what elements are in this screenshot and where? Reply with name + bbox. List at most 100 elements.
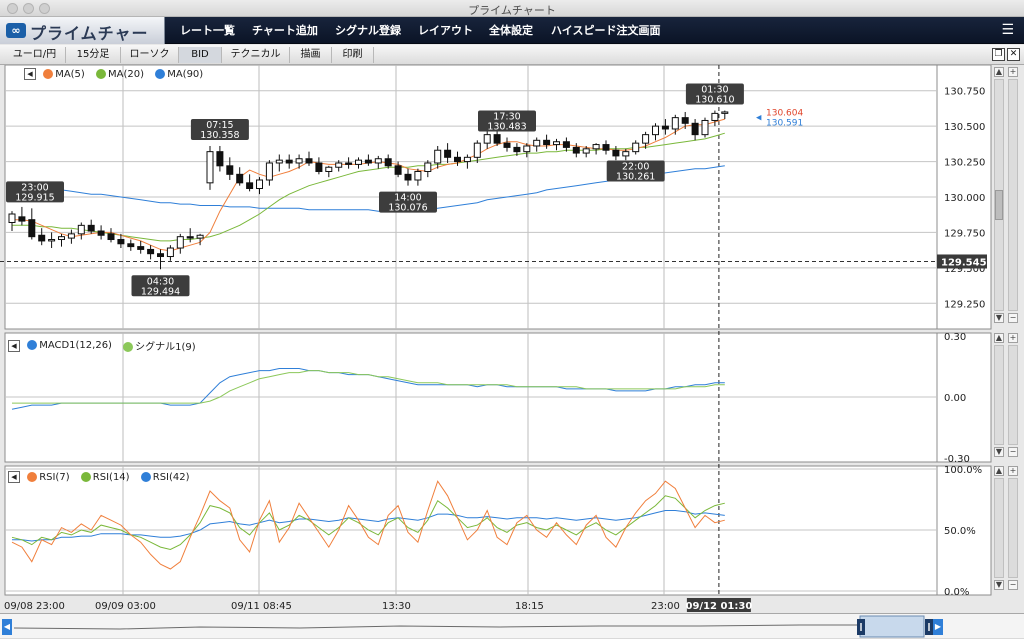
macd-scroll-down-button[interactable]: ▼ (994, 447, 1004, 457)
macd-axis-label: 0.00 (944, 393, 966, 404)
macd-axis-label: 0.30 (944, 332, 966, 343)
rsi7-color-dot (27, 471, 38, 482)
candle-body (721, 111, 729, 114)
macd-zoom-track[interactable] (1008, 345, 1018, 445)
candle-body (355, 159, 362, 165)
candle-body (147, 248, 155, 255)
collapse-macd-legend-icon[interactable]: ◀ (8, 339, 20, 352)
price-zoom-in-button[interactable]: + (1008, 67, 1018, 77)
rsi-zoom-track[interactable] (1008, 478, 1018, 578)
legend-signal-label: シグナル1(9) (135, 342, 196, 353)
candle-body (374, 158, 382, 164)
legend-macd: MACD1(12,26) (27, 340, 112, 351)
candle-body (18, 216, 26, 222)
nav-global-settings[interactable]: 全体設定 (489, 24, 533, 37)
candle-body (562, 141, 570, 148)
rsi-zoom-in-button[interactable]: + (1008, 466, 1018, 476)
candle-body (157, 253, 164, 258)
rsi-scrollbar[interactable] (994, 478, 1004, 578)
candle-body (463, 156, 471, 163)
price-legend: ◀ MA(5) MA(20) MA(90) (24, 68, 211, 84)
legend-ma20-label: MA(20) (108, 68, 145, 80)
candle-body (28, 219, 36, 238)
candle-body (661, 125, 669, 130)
chart-navigator[interactable]: ◀ ‖ ‖ ▶ (0, 613, 1024, 638)
last-price-marker-icon: ◀ (756, 113, 762, 121)
nav-layout[interactable]: レイアウト (418, 24, 473, 37)
candle-body (117, 239, 125, 245)
price-callout-box (6, 181, 64, 203)
nav-high-speed-order[interactable]: ハイスピード注文画面 (551, 24, 661, 37)
zoom-window-icon[interactable] (39, 3, 50, 14)
nav-add-chart[interactable]: チャート追加 (252, 24, 318, 37)
candle-body (473, 142, 481, 158)
currency-pair-button[interactable]: ユーロ/円 (4, 47, 66, 63)
price-scroll-down-button[interactable]: ▼ (994, 313, 1004, 323)
minimize-window-icon[interactable] (23, 3, 34, 14)
price-zoom-out-button[interactable]: − (1008, 313, 1018, 323)
close-window-icon[interactable] (7, 3, 18, 14)
collapse-rsi-legend-icon[interactable]: ◀ (8, 471, 20, 483)
chart-type-button[interactable]: ローソク (121, 47, 179, 63)
rsi-axis-label: 100.0% (944, 465, 982, 476)
price-callout-box (685, 83, 744, 105)
cursor-time-label: 09/12 01:30 (686, 601, 753, 612)
candle-body (8, 213, 16, 224)
rsi-legend: ◀ RSI(7) RSI(14) RSI(42) (8, 471, 198, 487)
technical-button[interactable]: テクニカル (222, 47, 290, 63)
legend-rsi7: RSI(7) (27, 471, 70, 483)
navigator-range-start-handle[interactable]: ‖ (857, 619, 865, 635)
legend-macd-label: MACD1(12,26) (39, 340, 112, 351)
collapse-legend-icon[interactable]: ◀ (24, 68, 36, 80)
rsi-zoom-out-button[interactable]: − (1008, 580, 1018, 590)
candle-body (137, 246, 145, 250)
navigator-range-end-handle[interactable]: ‖ (925, 619, 933, 635)
price-callout-time: 04:30 (147, 276, 174, 287)
drawing-button[interactable]: 描画 (290, 47, 332, 63)
candle-body (246, 182, 254, 189)
time-axis-label: 18:15 (515, 601, 544, 612)
price-axis-label: 129.500 (944, 264, 985, 275)
rsi42-color-dot (140, 471, 151, 482)
candle-body (424, 162, 432, 172)
candle-body (444, 149, 452, 158)
price-callout-time: 23:00 (21, 182, 48, 193)
candle-body (622, 151, 630, 157)
candle-body (671, 117, 679, 130)
legend-rsi14: RSI(14) (80, 471, 130, 483)
bid-ask-button[interactable]: BID (179, 47, 222, 63)
navigator-right-handle[interactable]: ▶ (933, 619, 943, 635)
nav-signal-register[interactable]: シグナル登録 (335, 24, 401, 37)
navigator-left-handle[interactable]: ◀ (2, 619, 12, 635)
ma90-line (11, 165, 725, 212)
chart-canvas[interactable]: 130.750 130.500 130.250 130.000 129.750 129.5… (0, 65, 1024, 613)
price-zoom-track[interactable] (1008, 79, 1018, 311)
price-axis-label: 129.250 (944, 299, 985, 310)
candle-body (285, 159, 293, 164)
macd-zoom-out-button[interactable]: − (1008, 447, 1018, 457)
rsi-scroll-up-button[interactable]: ▲ (994, 466, 1004, 476)
print-button[interactable]: 印刷 (332, 47, 374, 63)
price-axis-label: 130.250 (944, 158, 985, 169)
hamburger-icon[interactable]: ☰ (1001, 22, 1014, 38)
legend-ma20: MA(20) (96, 68, 145, 80)
rsi-scroll-down-button[interactable]: ▼ (994, 580, 1004, 590)
macd-scroll-up-button[interactable]: ▲ (994, 333, 1004, 343)
timeframe-button[interactable]: 15分足 (66, 47, 121, 63)
price-callout-time: 17:30 (493, 111, 520, 122)
price-scrollbar[interactable] (994, 79, 1004, 311)
candle-body (711, 112, 719, 121)
macd-zoom-in-button[interactable]: + (1008, 333, 1018, 343)
price-axis-label: 130.500 (944, 122, 985, 133)
price-scroll-thumb[interactable] (995, 190, 1003, 220)
macd-scrollbar[interactable] (994, 345, 1004, 445)
candle-body (256, 179, 263, 189)
price-scroll-up-button[interactable]: ▲ (994, 67, 1004, 77)
close-chart-icon[interactable]: ✕ (1007, 48, 1020, 61)
price-callout-time: 07:15 (206, 120, 233, 131)
nav-rate-list[interactable]: レート一覧 (180, 24, 235, 37)
candle-body (642, 134, 650, 144)
restore-chart-icon[interactable]: ❐ (992, 48, 1005, 61)
legend-ma90: MA(90) (155, 68, 203, 80)
